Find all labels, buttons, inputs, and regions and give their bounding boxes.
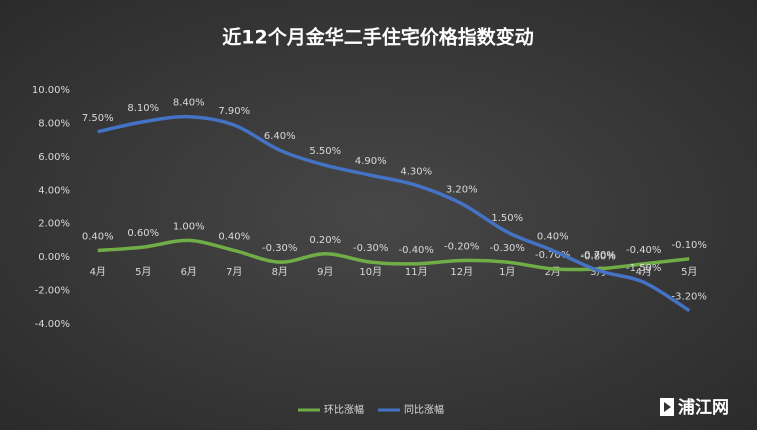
legend-label: 同比涨幅 <box>404 403 444 416</box>
x-tick-label: 8月 <box>272 266 288 278</box>
y-tick-label: 10.00% <box>32 85 70 96</box>
x-tick-label: 1月 <box>499 266 515 278</box>
data-label: -3.20% <box>672 292 707 303</box>
data-label: 0.60% <box>127 228 159 239</box>
x-tick-label: 9月 <box>317 266 333 278</box>
data-label: 0.40% <box>537 231 569 242</box>
y-tick-label: 4.00% <box>38 185 70 196</box>
x-tick-label: 10月 <box>359 266 382 278</box>
data-label: 0.20% <box>309 235 341 246</box>
data-label: 8.10% <box>127 103 159 114</box>
x-tick-label: 5月 <box>681 266 697 278</box>
data-label: 0.40% <box>218 231 250 242</box>
data-label: -1.50% <box>626 263 661 274</box>
y-tick-label: -2.00% <box>35 286 70 297</box>
line-series <box>97 114 691 313</box>
data-label: 6.40% <box>264 131 296 142</box>
data-label: 4.30% <box>400 166 432 177</box>
chart-title: 近12个月金华二手住宅价格指数变动 <box>222 26 533 49</box>
legend-label: 环比涨幅 <box>324 403 364 416</box>
data-label: 1.00% <box>173 221 205 232</box>
y-tick-label: -4.00% <box>35 319 70 330</box>
data-label: -0.30% <box>262 243 297 254</box>
data-label: -0.40% <box>626 245 661 256</box>
data-label: 7.90% <box>218 106 250 117</box>
data-label: -0.70% <box>535 250 570 261</box>
data-label: 0.40% <box>82 231 114 242</box>
data-label: -0.30% <box>490 243 525 254</box>
y-tick-label: 8.00% <box>38 118 70 129</box>
data-label: -0.10% <box>672 240 707 251</box>
data-label: 5.50% <box>309 146 341 157</box>
y-tick-label: 2.00% <box>38 219 70 230</box>
y-tick-label: 6.00% <box>38 152 70 163</box>
data-label: 4.90% <box>355 156 387 167</box>
data-label: -0.40% <box>399 245 434 256</box>
x-tick-label: 4月 <box>90 266 106 278</box>
data-label: 8.40% <box>173 98 205 109</box>
x-tick-label: 11月 <box>405 266 428 278</box>
watermark-icon-play <box>664 402 671 412</box>
data-label: 7.50% <box>82 113 114 124</box>
x-tick-label: 4月 <box>636 266 652 278</box>
data-label: -0.20% <box>444 241 479 252</box>
data-label: -0.80% <box>581 252 616 263</box>
data-label: 1.50% <box>491 213 523 224</box>
data-label: -0.30% <box>353 243 388 254</box>
x-tick-label: 7月 <box>226 266 242 278</box>
x-tick-label: 6月 <box>181 266 197 278</box>
y-tick-label: 0.00% <box>38 252 70 263</box>
data-label: 3.20% <box>446 185 478 196</box>
x-tick-label: 12月 <box>450 266 473 278</box>
watermark: 浦江网 <box>678 397 729 418</box>
x-tick-label: 5月 <box>135 266 151 278</box>
data-label: -0.70% <box>581 250 616 261</box>
